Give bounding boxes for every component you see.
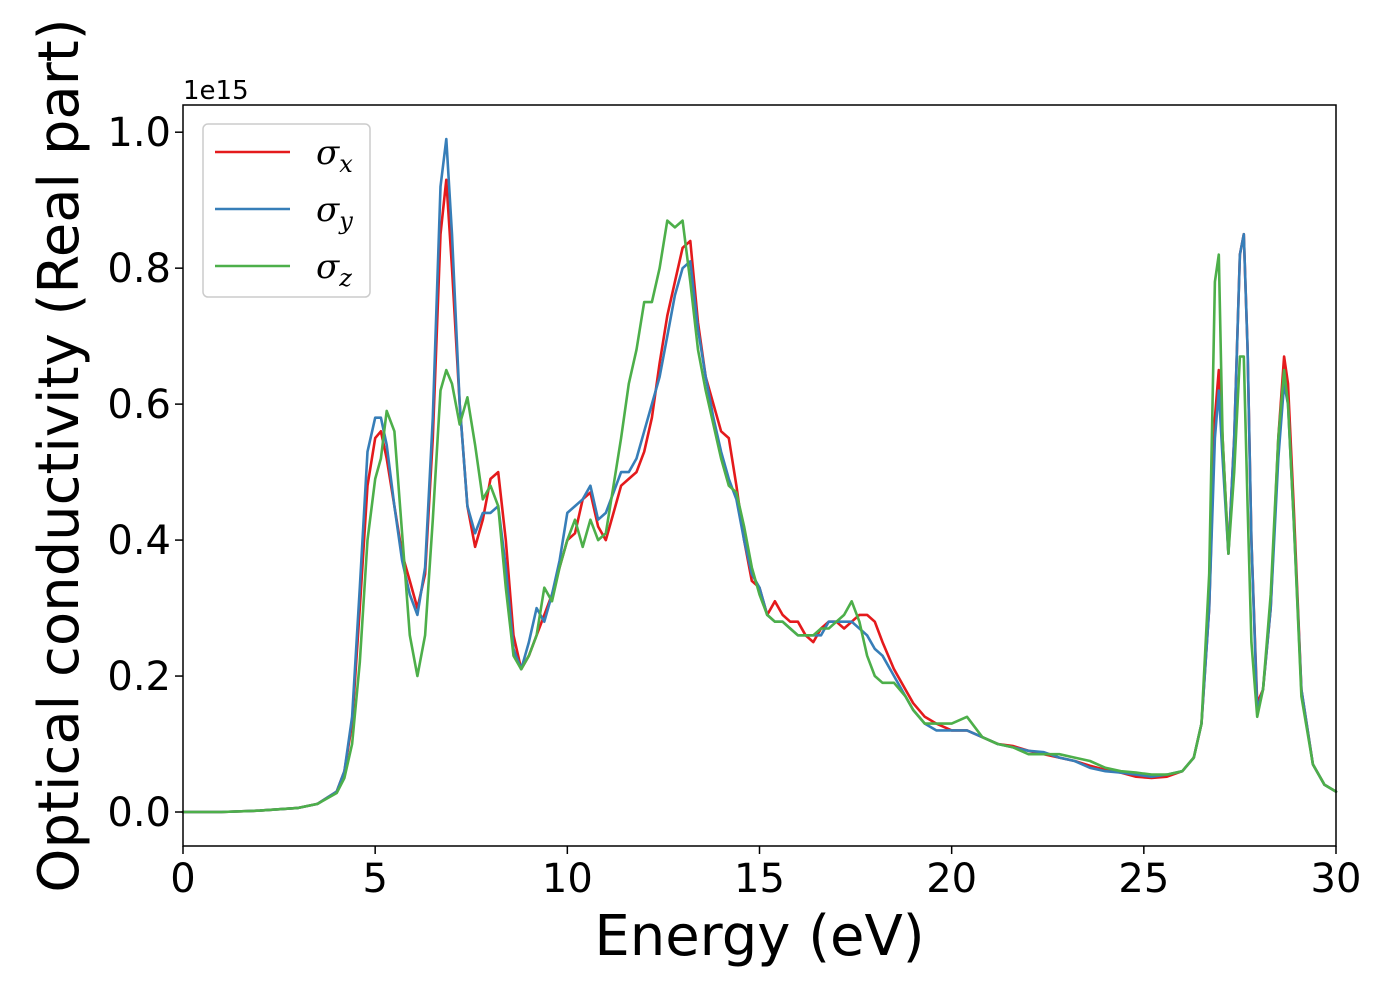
- legend: σx σy σz: [202, 123, 371, 298]
- y-axis-title: Optical conductivity (Real part): [27, 18, 92, 892]
- y-tick-label: 0.0: [107, 790, 171, 836]
- legend-frame: [202, 123, 371, 298]
- legend-label-y: σy: [316, 190, 353, 235]
- y-axis-ticks: 0.0 0.2 0.4 0.6 0.8 1.0: [107, 110, 183, 836]
- y-offset-label: 1e15: [183, 76, 249, 106]
- legend-label-z: σz: [316, 247, 352, 292]
- x-axis-ticks: 0 5 10 15 20 25 30: [170, 846, 1361, 902]
- x-tick-label: 5: [362, 856, 387, 902]
- x-tick-label: 15: [734, 856, 785, 902]
- x-axis-title: Energy (eV): [594, 904, 924, 969]
- x-tick-label: 25: [1118, 856, 1169, 902]
- x-tick-label: 30: [1311, 856, 1362, 902]
- y-tick-label: 0.4: [107, 518, 171, 564]
- y-tick-label: 1.0: [107, 110, 171, 156]
- x-tick-label: 20: [926, 856, 977, 902]
- x-tick-label: 0: [170, 856, 195, 902]
- plot-lines: [181, 137, 1338, 814]
- y-tick-label: 0.2: [107, 654, 171, 700]
- y-tick-label: 0.8: [107, 246, 171, 292]
- legend-label-x: σx: [316, 133, 353, 178]
- y-tick-label: 0.6: [107, 382, 171, 428]
- legend-items: σx σy σz: [215, 133, 353, 292]
- series-line-z: [181, 219, 1338, 814]
- x-tick-label: 10: [542, 856, 593, 902]
